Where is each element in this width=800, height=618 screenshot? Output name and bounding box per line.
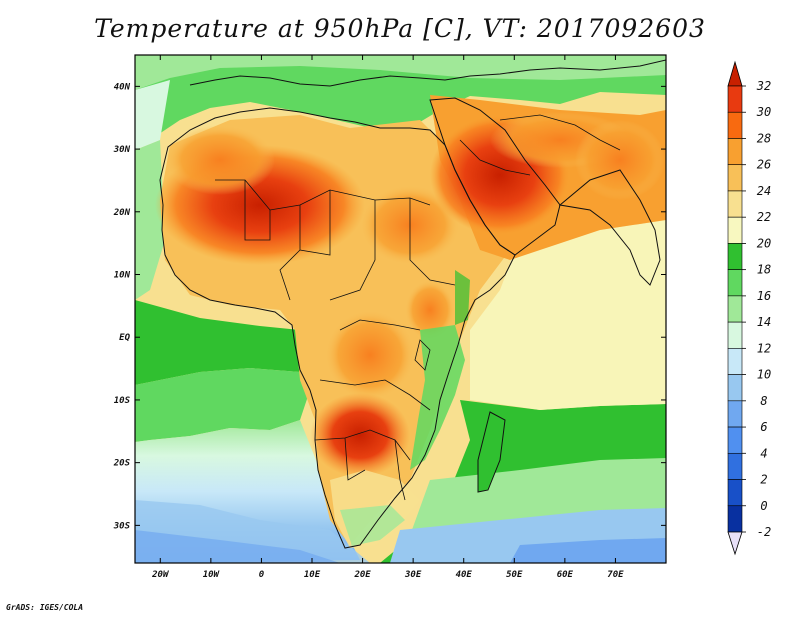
colorbar-label: -2 — [757, 525, 771, 539]
map-axes: 40N 30N 20N 10N EQ 10S 20S 30S 20W 10W 0 10E 20E 30E 4… — [113, 55, 666, 580]
colorbar-label: 12 — [757, 341, 771, 355]
colorbar-segment — [727, 164, 743, 192]
lat-tick-label: 20N — [113, 208, 131, 218]
colorbar-label: 28 — [757, 131, 771, 145]
lat-tick-label: 30S — [113, 521, 131, 531]
lat-tick-label: 20S — [113, 459, 131, 469]
colorbar-label: 2 — [760, 473, 767, 487]
lon-tick-label: 30E — [404, 570, 422, 580]
lat-tick-label: 10S — [114, 396, 131, 406]
colorbar-top-arrow — [727, 60, 743, 87]
temperature-field — [135, 55, 666, 563]
coastlines — [159, 59, 666, 549]
colorbar-segment — [727, 216, 743, 244]
lat-tick-label: 10N — [114, 271, 131, 281]
map-title: Temperature at 950hPa [C], VT: 201709260… — [94, 14, 706, 43]
lon-tick-label: 40E — [456, 570, 473, 580]
colorbar-label: 26 — [757, 158, 771, 172]
lat-tick-label: 40N — [114, 82, 131, 92]
colorbar-segment — [727, 111, 743, 139]
colorbar-label: 0 — [760, 499, 767, 513]
colorbar-segment — [727, 321, 743, 349]
colorbar-segment — [727, 374, 743, 402]
lon-tick-label: 50E — [506, 570, 523, 580]
colorbar-label: 30 — [756, 105, 771, 119]
colorbar-label: 20 — [757, 236, 771, 250]
lon-tick-label: 10W — [203, 570, 221, 580]
madagascar-coastline — [477, 411, 506, 493]
lon-tick-label: 10E — [304, 570, 321, 580]
europe-coastline — [189, 59, 666, 87]
colorbar-segment — [727, 85, 743, 113]
colorbar-segment — [727, 452, 743, 480]
colorbar-segment — [727, 400, 743, 428]
colorbar-bottom-arrow — [727, 531, 743, 556]
colorbar-label: 16 — [757, 289, 771, 303]
credit-text: GrADS: IGES/COLA — [6, 603, 84, 612]
colorbar-segment — [727, 138, 743, 166]
lon-tick-label: 20W — [151, 570, 170, 580]
colorbar-segment — [727, 479, 743, 507]
colorbar-segment — [727, 243, 743, 270]
colorbar-label: 14 — [757, 315, 771, 329]
lon-tick-label: 0 — [259, 570, 265, 580]
india-coastline — [558, 169, 661, 286]
colorbar-segment — [727, 295, 743, 323]
lon-tick-label: 60E — [557, 570, 574, 580]
colorbar-segment — [727, 190, 743, 218]
colorbar-label: 32 — [756, 79, 771, 93]
colorbar-label: 6 — [760, 420, 767, 434]
colorbar-segment — [727, 505, 743, 533]
lon-tick-label: 20E — [353, 570, 371, 580]
colorbar-label: 10 — [757, 368, 771, 382]
colorbar-label: 4 — [760, 446, 767, 460]
colorbar-segment — [727, 269, 743, 297]
arabia-coastline — [429, 97, 561, 256]
colorbar-segment — [727, 348, 743, 375]
colorbar-label: 24 — [757, 184, 771, 198]
colorbar-segment — [727, 426, 743, 454]
africa-coastline — [159, 107, 516, 549]
plot-frame — [134, 54, 667, 564]
lon-tick-label: 70E — [607, 570, 624, 580]
colorbar-label: 22 — [757, 210, 771, 224]
colorbar-label: 8 — [760, 394, 767, 408]
lat-tick-label: EQ — [119, 333, 130, 343]
colorbar-label: 18 — [757, 263, 771, 277]
lat-tick-label: 30N — [113, 145, 131, 155]
